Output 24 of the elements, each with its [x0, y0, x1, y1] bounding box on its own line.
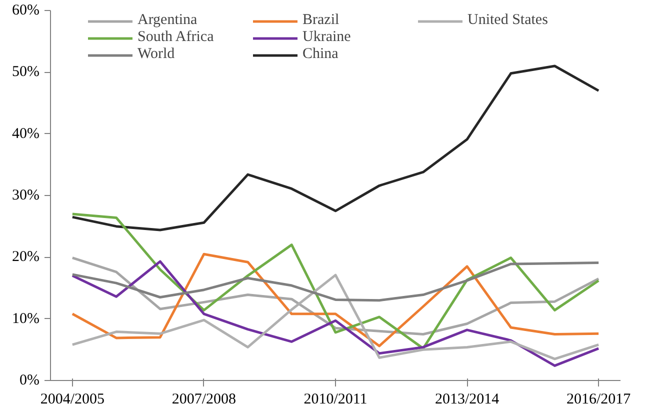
line-series	[71, 252, 600, 348]
line-series	[71, 260, 600, 367]
y-tick-label: 40%	[12, 126, 40, 142]
legend-label: China	[302, 46, 340, 63]
y-tick-label: 10%	[12, 310, 40, 327]
legend-label: Ukraine	[302, 29, 352, 46]
line-series	[71, 212, 600, 350]
line-series	[71, 64, 600, 232]
y-tick-label: 30%	[12, 188, 40, 204]
x-tick-label: 2013/2014	[434, 392, 500, 408]
legend-label: United States	[468, 12, 549, 29]
legend-label: Argentina	[138, 12, 198, 29]
line-series	[71, 261, 600, 302]
x-tick-label: 2007/2008	[172, 392, 236, 408]
y-tick-label: 20%	[12, 249, 40, 266]
legend-label: World	[138, 46, 176, 63]
x-tick-label: 2016/2017	[566, 392, 632, 408]
y-tick-label: 50%	[12, 64, 40, 80]
y-tick-label: 0%	[20, 372, 40, 388]
legend-label: South Africa	[138, 29, 215, 46]
x-tick-label: 2010/2011	[304, 392, 368, 408]
y-tick-label: 60%	[12, 2, 40, 18]
legend-label: Brazil	[302, 12, 340, 29]
x-tick-label: 2004/2005	[40, 392, 105, 408]
